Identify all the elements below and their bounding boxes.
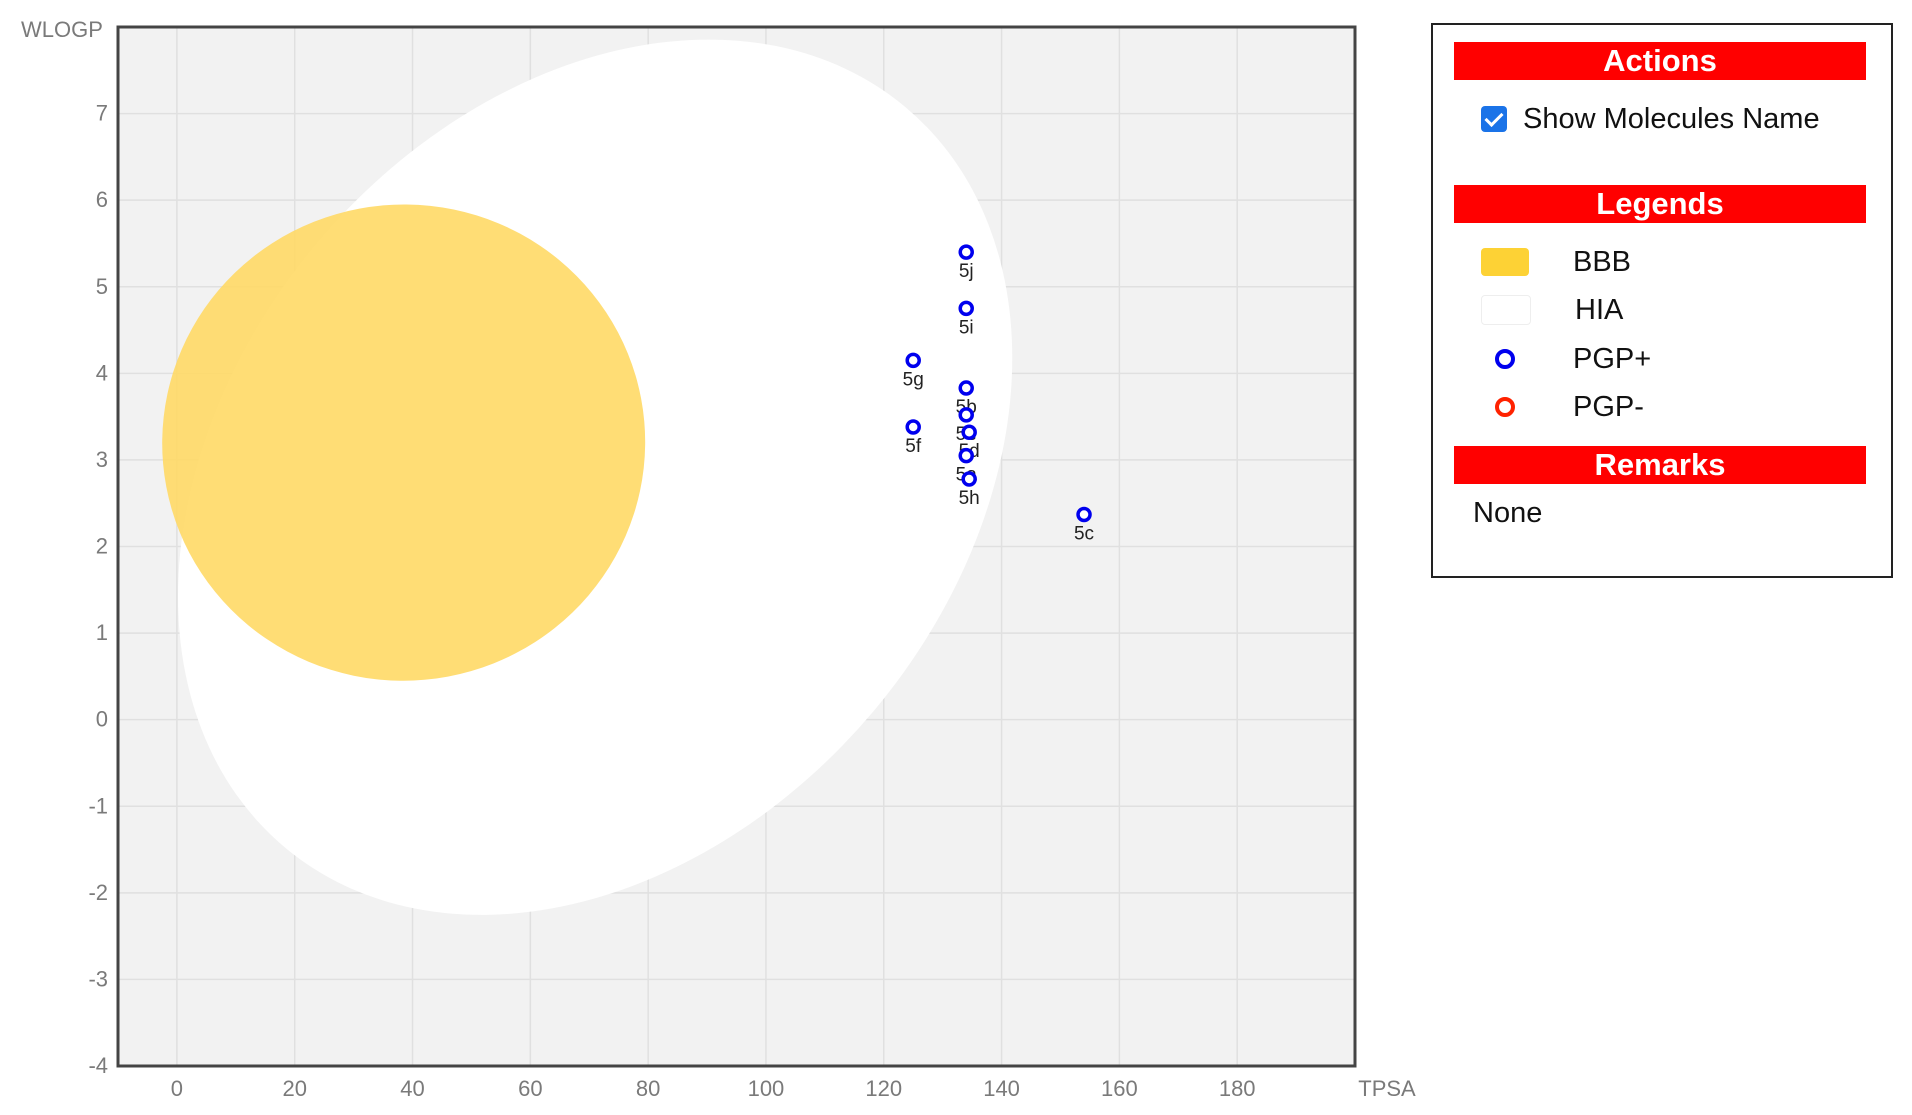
y-tick-label: 5 [96,274,108,299]
bbb-swatch-icon [1481,248,1529,276]
x-tick-label: 60 [518,1076,542,1101]
data-point [958,300,974,317]
data-point [1076,506,1092,523]
region-bbb [162,204,646,681]
x-tick-label: 160 [1101,1076,1138,1101]
legend-label: HIA [1575,293,1624,326]
data-point [905,352,921,369]
y-axis-title: WLOGP [21,17,103,42]
legend-label: PGP- [1573,390,1644,423]
show-names-option[interactable]: Show Molecules Name [1481,99,1820,139]
y-tick-label: -1 [88,793,108,818]
scatter-plot: 0 20 40 60 80 100 120 140 160 180 -4 -3 -2 -1 0 1 2 3 4 5 6 7… [21,17,1416,1101]
data-point-label: 5c [1074,523,1094,544]
x-tick-label: 120 [865,1076,902,1101]
side-panel: Actions Show Molecules Name Legends BBB … [1431,23,1893,578]
legend-item-hia: HIA [1481,290,1623,330]
plot-frame [116,25,1357,1068]
data-point [958,380,974,396]
data-point-label: 5j [959,261,974,282]
hia-swatch-icon [1481,295,1531,325]
legend-item-pgp-minus: PGP- [1481,387,1644,427]
remarks-text: None [1473,497,1543,529]
y-tick-label: -2 [88,880,108,905]
y-tick-label: 2 [96,534,108,559]
y-tick-label: 7 [96,101,108,126]
y-tick-label: 1 [96,620,108,645]
legend-item-bbb: BBB [1481,242,1631,282]
remarks-header: Remarks [1454,446,1866,484]
show-names-label: Show Molecules Name [1523,102,1820,135]
data-point-label: 5f [905,436,922,457]
x-tick-label: 40 [400,1076,424,1101]
pgp-minus-marker-icon [1495,397,1515,417]
y-tick-label: 6 [96,187,108,212]
x-tick-label: 20 [282,1076,306,1101]
data-point-label: 5g [903,369,924,390]
data-point [961,424,977,440]
y-tick-label: 0 [96,707,108,732]
y-tick-label: -4 [88,1053,108,1078]
legend-label: PGP+ [1573,342,1652,375]
actions-header: Actions [1454,42,1866,80]
x-tick-label: 100 [748,1076,785,1101]
x-tick-label: 180 [1219,1076,1256,1101]
data-point-label: 5h [959,488,980,509]
x-tick-label: 140 [983,1076,1020,1101]
y-tick-label: -3 [88,966,108,991]
legends-header: Legends [1454,185,1866,223]
y-tick-label: 4 [96,360,108,385]
legend-item-pgp-plus: PGP+ [1481,339,1651,379]
data-point-label: 5i [959,317,974,338]
data-point [958,407,974,423]
data-point [905,419,921,435]
data-point [961,471,977,487]
x-tick-label: 80 [636,1076,660,1101]
data-point [958,244,974,260]
x-axis-title: TPSA [1358,1076,1416,1101]
x-tick-label: 0 [171,1076,183,1101]
pgp-plus-marker-icon [1495,349,1515,369]
checkbox-checked-icon[interactable] [1481,106,1507,132]
y-tick-label: 3 [96,447,108,472]
legend-label: BBB [1573,245,1632,278]
chart-area: 0 20 40 60 80 100 120 140 160 180 -4 -3 -2 -1 0 1 2 3 4 5 6 7… [21,17,1416,1101]
data-point [958,447,974,464]
